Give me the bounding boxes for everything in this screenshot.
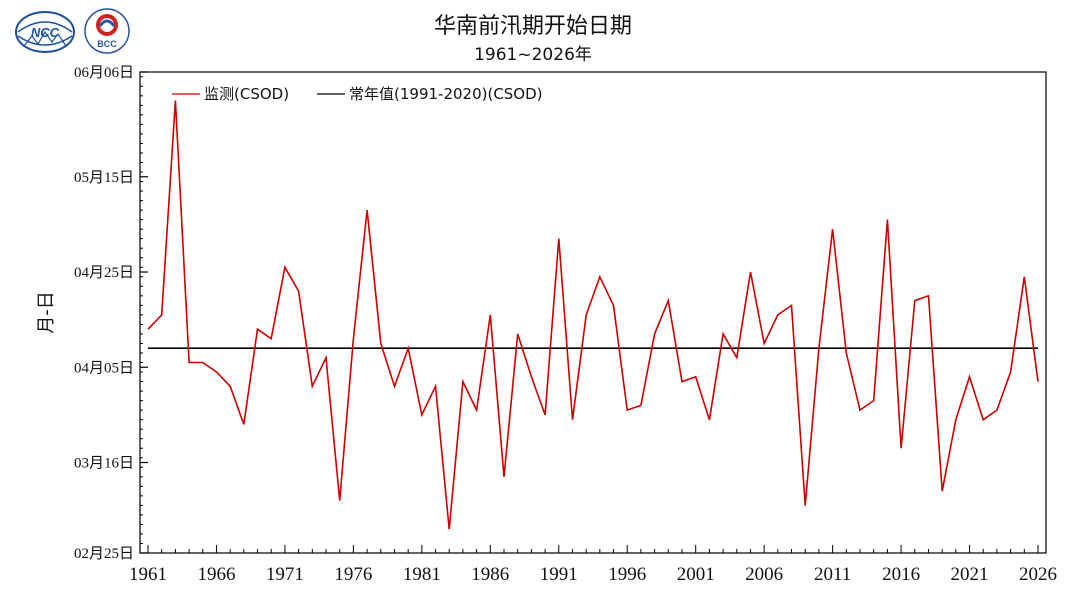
svg-text:BCC: BCC <box>97 39 117 49</box>
x-tick-label: 2016 <box>882 564 920 585</box>
x-tick-label: 1981 <box>403 564 441 585</box>
y-axis-label: 月-日 <box>36 291 57 334</box>
legend-label-normal: 常年值(1991-2020)(CSOD) <box>349 85 543 103</box>
legend-label-observed: 监测(CSOD) <box>204 85 289 103</box>
x-tick-label: 1961 <box>129 564 167 585</box>
y-tick-label: 06月06日 <box>74 65 134 81</box>
x-tick-label: 1976 <box>334 564 372 585</box>
y-tick-label: 04月05日 <box>74 360 134 376</box>
x-tick-label: 2011 <box>814 564 851 585</box>
y-tick-label: 04月25日 <box>74 265 134 281</box>
x-tick-label: 1986 <box>471 564 509 585</box>
series-observed <box>147 100 1039 530</box>
legend: 监测(CSOD) 常年值(1991-2020)(CSOD) <box>172 85 543 103</box>
svg-text:NCC: NCC <box>31 25 60 40</box>
chart-title: 华南前汛期开始日期 <box>433 14 632 39</box>
plot-border <box>139 71 1047 554</box>
bcc-logo: BCC <box>84 8 130 54</box>
y-tick-label: 03月16日 <box>74 456 134 472</box>
x-tick-label: 1971 <box>266 564 304 585</box>
chart-subtitle: 1961~2026年 <box>474 45 592 65</box>
x-tick-label: 1991 <box>540 564 578 585</box>
x-axis: 1961 1966 1971 1976 1981 1986 1991 1996 2001 2006… <box>129 545 1057 585</box>
x-tick-label: 2001 <box>677 564 715 585</box>
ncc-logo: NCC <box>15 11 75 53</box>
plot-frame <box>139 71 1047 554</box>
observed-line <box>147 100 1039 530</box>
y-axis: 02月25日 03月16日 04月05日 04月25日 05月15日 06月06日 <box>74 65 148 562</box>
x-tick-label: 1996 <box>608 564 646 585</box>
y-tick-label: 02月25日 <box>74 546 134 562</box>
logo-group: NCC BCC <box>14 6 132 56</box>
x-tick-label: 1966 <box>197 564 235 585</box>
x-tick-label: 2021 <box>951 564 989 585</box>
x-tick-label: 2026 <box>1019 564 1057 585</box>
y-tick-label: 05月15日 <box>74 170 134 186</box>
x-tick-label: 2006 <box>745 564 783 585</box>
